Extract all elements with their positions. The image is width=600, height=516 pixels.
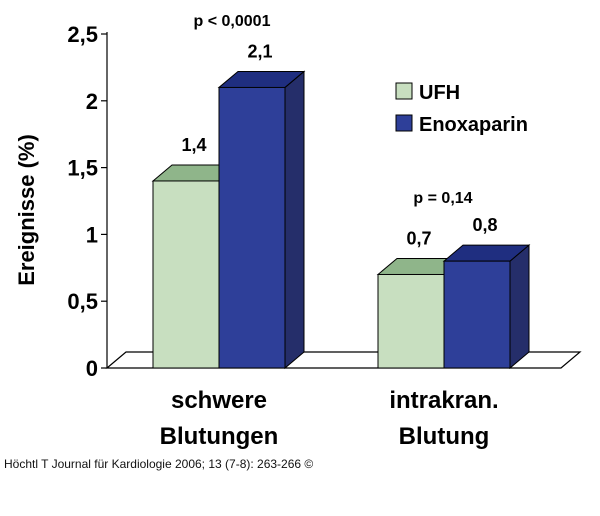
bar-ufh-1 — [377, 273, 445, 369]
y-tick-label: 0 — [86, 356, 98, 381]
data-label: 0,7 — [406, 228, 431, 248]
x-tick-label: schwere — [171, 387, 267, 414]
bar-enoxaparin-1 — [443, 260, 511, 369]
legend-label: Enoxaparin — [419, 114, 528, 136]
p-value-annotation: p = 0,14 — [413, 190, 472, 207]
legend: UFH Enoxaparin — [395, 82, 528, 136]
y-tick-label: 2 — [86, 89, 98, 114]
y-axis-label: Ereignisse (%) — [14, 134, 39, 286]
bar-side — [509, 244, 530, 370]
x-tick-label: Blutungen — [160, 423, 279, 450]
x-tick-label: intrakran. — [389, 387, 498, 414]
data-label: 2,1 — [247, 41, 272, 61]
bar-ufh-0 — [152, 180, 220, 369]
y-tick-label: 2,5 — [67, 22, 98, 47]
y-tick-label: 1,5 — [67, 156, 98, 181]
bar-side — [284, 70, 305, 370]
x-tick-label: Blutung — [399, 423, 490, 450]
legend-swatch — [395, 114, 413, 132]
legend-label: UFH — [419, 82, 460, 104]
legend-swatch — [395, 82, 413, 100]
data-label: 0,8 — [472, 215, 497, 235]
p-value-annotation: p < 0,0001 — [194, 13, 271, 30]
source-caption: Höchtl T Journal für Kardiologie 2006; 1… — [4, 457, 314, 471]
y-tick-label: 1 — [86, 222, 98, 247]
bar-enoxaparin-0 — [218, 86, 286, 369]
data-label: 1,4 — [181, 135, 206, 155]
y-tick-label: 0,5 — [67, 289, 98, 314]
bar-chart: 0 0,5 1 1,5 2 2,5 Ereignisse (%) 1,4 2,1 schwere B… — [14, 13, 582, 450]
